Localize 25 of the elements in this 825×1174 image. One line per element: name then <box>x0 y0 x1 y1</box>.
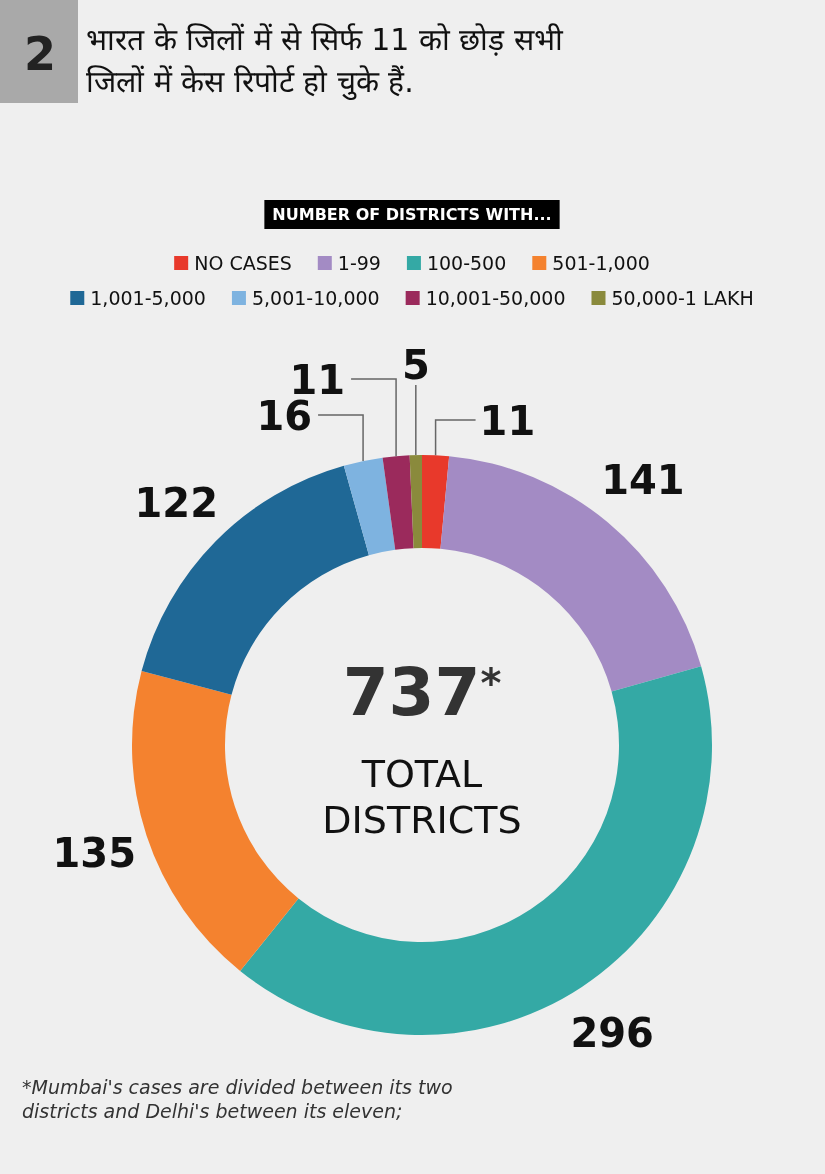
donut-slice <box>422 455 450 549</box>
donut-slice <box>382 455 414 550</box>
data-label: 5 <box>401 342 430 388</box>
legend-label: NO CASES <box>194 252 292 274</box>
legend-title: NUMBER OF DISTRICTS WITH... <box>272 205 552 224</box>
legend-label: 50,000-1 LAKH <box>611 287 754 309</box>
donut-slice <box>343 457 396 556</box>
legend-label: 1-99 <box>337 252 381 274</box>
data-label: 296 <box>570 1009 654 1056</box>
chart-title: भारत के जिलों में से सिर्फ 11 को छोड़ सभी जिलों में केस रिपोर्ट हो चुके हैं. <box>86 22 564 101</box>
legend-label: 1,001-5,000 <box>90 287 206 309</box>
text: 2 <box>23 27 57 81</box>
donut-slice <box>132 671 299 971</box>
data-label: 135 <box>52 829 136 876</box>
donut-slice <box>409 455 422 549</box>
data-label: 141 <box>601 456 685 503</box>
legend-label: 5,001-10,000 <box>251 287 380 309</box>
text: *Mumbai's cases are divided between its two districts and Delhi's between its eleven; <box>22 1076 453 1122</box>
data-label: 11 <box>479 398 536 444</box>
legend-label: 10,001-50,000 <box>425 287 566 309</box>
data-label: 122 <box>134 479 218 526</box>
text: 737$^{*}$ <box>342 654 502 731</box>
text: TOTAL DISTRICTS <box>322 752 522 842</box>
legend-label: 100-500 <box>426 252 507 274</box>
legend-label: 501-1,000 <box>552 252 650 274</box>
